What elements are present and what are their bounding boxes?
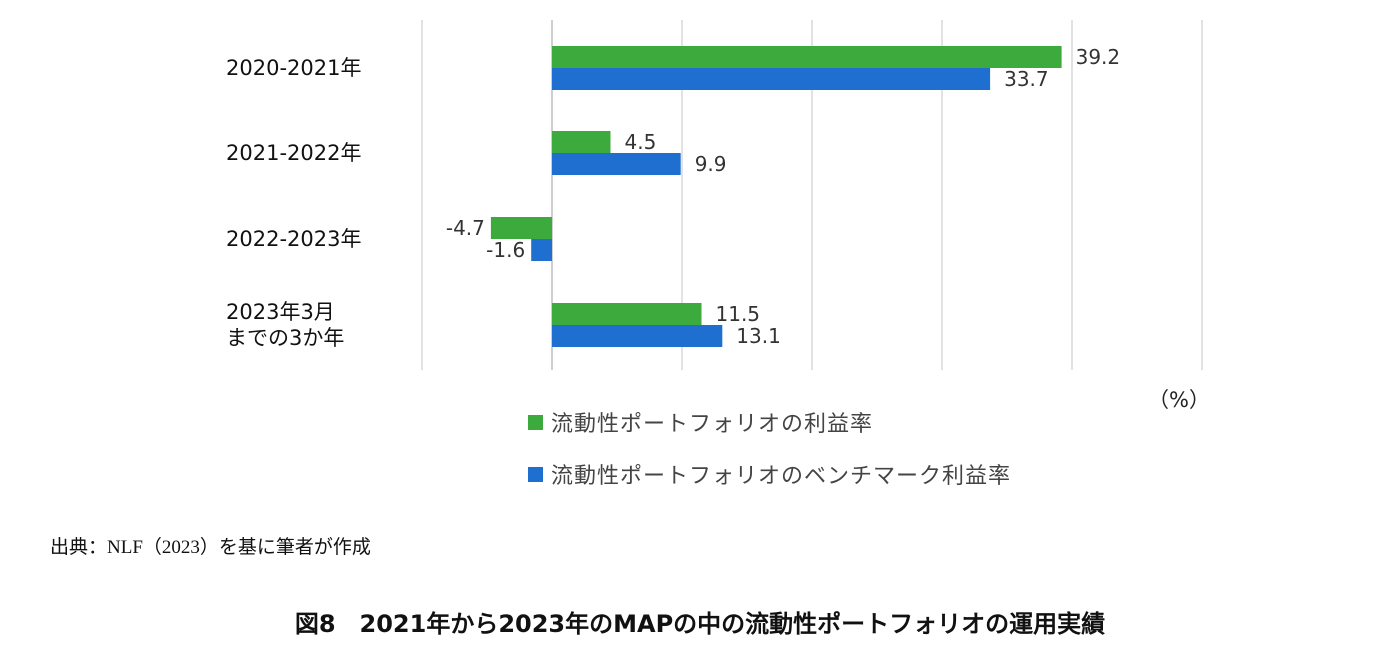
value-label: -1.6	[486, 238, 525, 262]
category-label: 2020-2021年	[226, 56, 361, 80]
legend: 流動性ポートフォリオの利益率 流動性ポートフォリオのベンチマーク利益率	[528, 396, 1011, 500]
legend-label: 流動性ポートフォリオのベンチマーク利益率	[551, 464, 1012, 489]
bar-chart: 39.2 33.7 4.5 9.9 -4.7-1.6 11.513.1 2020-2021…	[226, 20, 1203, 370]
bar-series-1-cat-2	[552, 131, 611, 153]
category-label: 2021-2022年	[226, 141, 361, 165]
legend-item-series-2: 流動性ポートフォリオのベンチマーク利益率	[528, 448, 1011, 500]
value-label: 33.7	[1004, 67, 1049, 91]
bar-series-2-cat-1	[552, 68, 991, 90]
bar-series-1-cat-3	[490, 217, 552, 239]
value-label: 9.9	[695, 152, 727, 176]
source-note: 出典：NLF（2023）を基に筆者が作成	[50, 537, 371, 558]
category-label: 2022-2023年	[226, 227, 361, 251]
value-label: 11.5	[716, 302, 761, 326]
value-label: -4.7	[446, 216, 485, 240]
value-label: 39.2	[1076, 45, 1121, 69]
value-label: 4.5	[625, 130, 657, 154]
unit-label: （%）	[1148, 388, 1210, 412]
legend-swatch	[528, 414, 543, 430]
bar-series-2-cat-3	[531, 239, 552, 261]
bar-series-1-cat-1	[552, 46, 1062, 68]
figure-caption: 図8 2021年から2023年のMAPの中の流動性ポートフォリオの運用実績	[294, 610, 1106, 638]
legend-label: 流動性ポートフォリオの利益率	[551, 412, 874, 437]
legend-item-series-1: 流動性ポートフォリオの利益率	[528, 396, 1011, 448]
category-label: 2023年3月までの3か年	[226, 300, 344, 350]
bar-series-1-cat-4	[552, 303, 702, 325]
value-label: 13.1	[736, 324, 781, 348]
value-labels: 39.2 33.7 4.5 9.9 -4.7-1.6 11.513.1	[446, 45, 1120, 348]
bars	[490, 46, 1062, 347]
bar-series-2-cat-2	[552, 153, 681, 175]
legend-swatch	[528, 466, 543, 482]
category-labels: 2020-2021年 2021-2022年 2022-2023年 2023年3月までの…	[226, 56, 361, 350]
bar-series-2-cat-4	[552, 325, 723, 347]
